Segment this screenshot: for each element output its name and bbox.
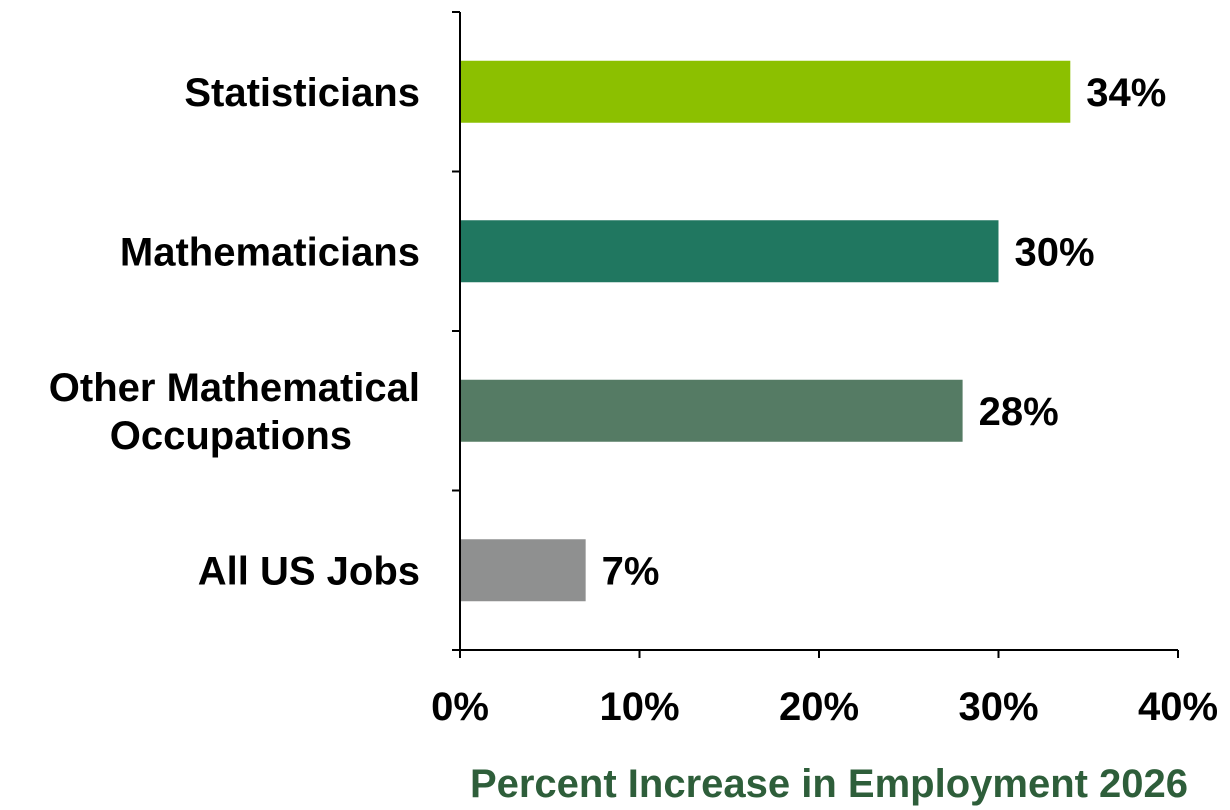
bar [461, 60, 1071, 123]
ticks-layer [452, 11, 1179, 658]
bar [461, 379, 963, 442]
labels-layer: 0% 10% 20% 30% 40% Statisticians 34% Mathematic… [49, 71, 1218, 729]
category-label: Mathematicians [120, 230, 420, 274]
x-tick-label: 0% [431, 685, 489, 729]
x-tick-label: 20% [779, 685, 859, 729]
category-label: All US Jobs [198, 549, 420, 593]
x-tick-label: 30% [958, 685, 1038, 729]
x-axis-title: Percent Increase in Employment 2026 [470, 762, 1188, 806]
data-label: 28% [979, 390, 1059, 434]
data-label: 34% [1086, 71, 1166, 115]
bar [461, 539, 586, 602]
category-label: Other Mathematical Occupations [49, 366, 420, 458]
data-label: 7% [602, 549, 660, 593]
data-label: 30% [1015, 230, 1095, 274]
category-label: Statisticians [184, 71, 420, 115]
bars-layer [461, 60, 1071, 602]
bar [461, 220, 999, 283]
x-tick-label: 40% [1138, 685, 1218, 729]
x-tick-label: 10% [599, 685, 679, 729]
